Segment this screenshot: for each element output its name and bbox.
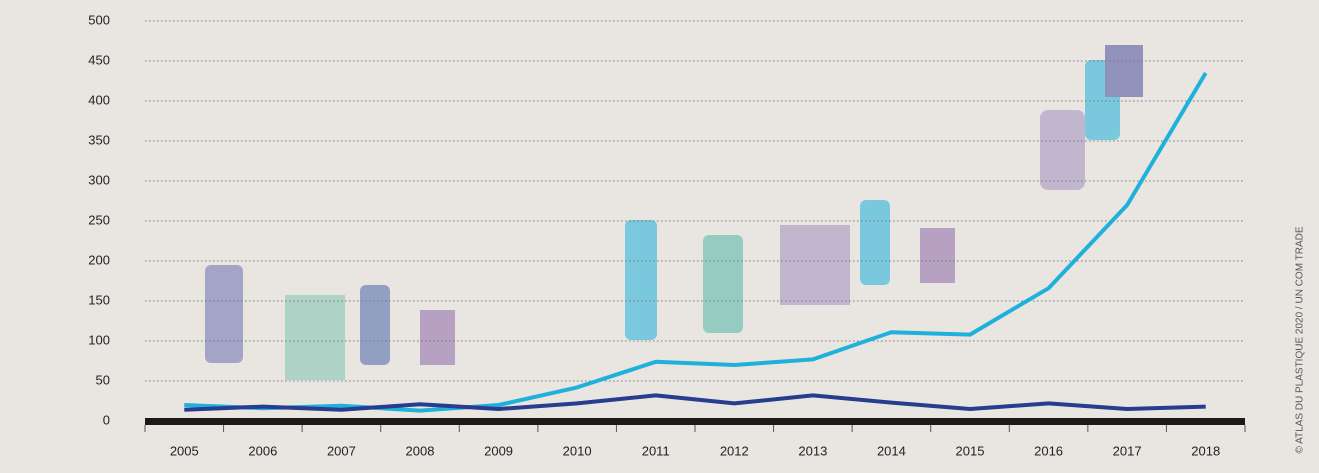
y-tick-label: 350 <box>88 132 110 147</box>
x-tick-label: 2009 <box>484 443 513 458</box>
x-axis <box>145 418 1245 425</box>
x-tick-label: 2010 <box>563 443 592 458</box>
x-tick-label: 2006 <box>248 443 277 458</box>
y-tick-label: 50 <box>96 372 110 387</box>
x-tick-label: 2012 <box>720 443 749 458</box>
y-tick-label: 150 <box>88 292 110 307</box>
y-tick-label: 250 <box>88 212 110 227</box>
line <box>184 71 1208 413</box>
y-tick-label: 200 <box>88 252 110 267</box>
line <box>184 393 1206 412</box>
y-tick-label: 100 <box>88 332 110 347</box>
y-tick-label: 500 <box>88 12 110 27</box>
x-tick-label: 2017 <box>1113 443 1142 458</box>
credit: © ATLAS DU PLASTIQUE 2020 / UN COM TRADE <box>1295 226 1306 453</box>
y-tick-label: 300 <box>88 172 110 187</box>
x-tick-label: 2015 <box>956 443 985 458</box>
x-tick-label: 2005 <box>170 443 199 458</box>
y-tick-label: 450 <box>88 52 110 67</box>
illustrations <box>205 45 1143 380</box>
x-tick-label: 2011 <box>642 443 670 458</box>
x-tick-label: 2016 <box>1034 443 1063 458</box>
y-tick-label: 0 <box>103 412 110 427</box>
y-tick-label: 400 <box>88 92 110 107</box>
x-tick-label: 2008 <box>406 443 435 458</box>
x-tick-label: 2013 <box>798 443 827 458</box>
x-tick-label: 2014 <box>877 443 906 458</box>
x-tick-label: 2007 <box>327 443 356 458</box>
x-tick-label: 2018 <box>1191 443 1220 458</box>
